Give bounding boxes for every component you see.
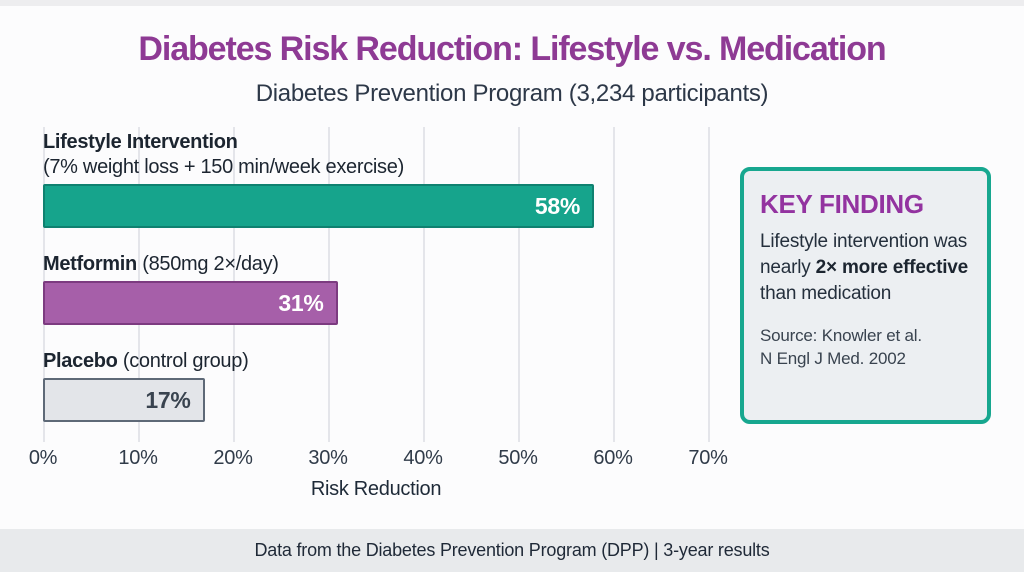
bar-category-label: Metformin (850mg 2×/day) (43, 253, 279, 275)
gridline (613, 127, 615, 442)
footer-bar: Data from the Diabetes Prevention Progra… (0, 529, 1024, 572)
bar-chart: Lifestyle Intervention (7% weight loss + … (0, 125, 770, 520)
key-finding-body: Lifestyle intervention was nearly 2× mor… (760, 231, 969, 304)
bar-value-label: 58% (534, 192, 580, 219)
bar-category-detail: (7% weight loss + 150 min/week exercise) (43, 156, 404, 178)
x-axis-tick: 60% (593, 447, 633, 469)
bar-rows: Lifestyle Intervention (7% weight loss + … (0, 125, 770, 422)
gridline (423, 127, 425, 442)
x-axis-tick: 70% (688, 447, 728, 469)
bar-row-placebo: Placebo (control group) 17% (43, 349, 770, 422)
bar-lifestyle-intervention: 58% (43, 184, 594, 228)
bar-category-label: Lifestyle Intervention (7% weight loss + … (43, 130, 770, 180)
x-axis-tick: 40% (403, 447, 443, 469)
bar-category-label: Placebo (control group) (43, 350, 249, 372)
bar-row-lifestyle-intervention: Lifestyle Intervention (7% weight loss + … (43, 130, 770, 228)
x-axis-tick: 50% (498, 447, 538, 469)
x-axis-tick: 20% (213, 447, 253, 469)
footer-text: Data from the Diabetes Prevention Progra… (254, 540, 770, 560)
x-axis-label: Risk Reduction (310, 478, 442, 500)
gridline (708, 127, 710, 442)
x-axis-tick: 10% (118, 447, 158, 469)
bar-placebo: 17% (43, 378, 205, 422)
gridline (518, 127, 520, 442)
bar-metformin: 31% (43, 281, 338, 325)
key-finding-card: KEY FINDING Lifestyle intervention was n… (740, 167, 991, 424)
key-finding-source: Source: Knowler et al. N Engl J Med. 200… (760, 326, 922, 368)
page-title: Diabetes Risk Reduction: Lifestyle vs. M… (138, 30, 886, 68)
x-axis-tick: 30% (308, 447, 348, 469)
top-strip (0, 0, 1024, 6)
bar-value-label: 31% (278, 289, 324, 316)
bar-value-label: 17% (145, 386, 191, 413)
bar-row-metformin: Metformin (850mg 2×/day) 31% (43, 252, 770, 325)
page-subtitle: Diabetes Prevention Program (3,234 parti… (255, 80, 769, 107)
key-finding-heading: KEY FINDING (760, 189, 924, 219)
x-axis-tick: 0% (28, 447, 58, 469)
x-axis-ticks: 0% 10% 20% 30% 40% 50% 60% 70% (0, 447, 770, 473)
